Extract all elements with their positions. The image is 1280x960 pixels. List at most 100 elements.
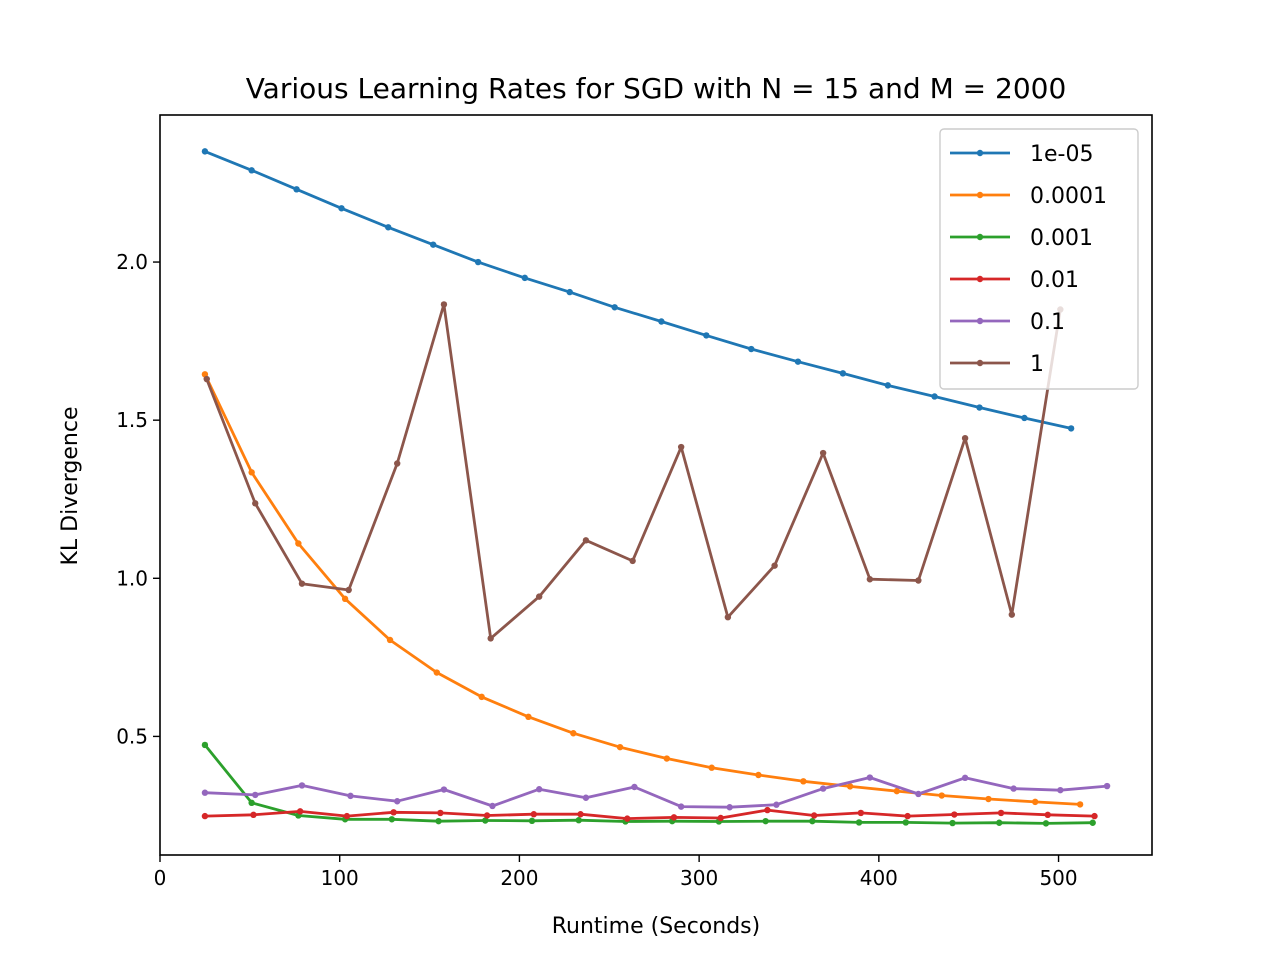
legend-marker	[976, 233, 984, 241]
data-point	[951, 811, 958, 818]
data-point	[976, 404, 983, 411]
data-point	[433, 669, 440, 676]
data-point	[726, 804, 733, 811]
legend-label: 0.1	[1030, 310, 1065, 335]
data-point	[298, 580, 306, 587]
series-4	[201, 774, 1111, 811]
series-0	[201, 148, 1075, 432]
legend-label: 0.01	[1030, 268, 1079, 293]
data-point	[296, 808, 304, 815]
data-point	[708, 764, 715, 771]
data-point	[663, 755, 670, 762]
data-point	[525, 713, 532, 721]
data-point	[677, 443, 685, 451]
data-point	[1089, 819, 1096, 826]
data-point	[487, 635, 494, 642]
data-point	[658, 318, 665, 325]
series-line	[203, 373, 1081, 806]
data-point	[938, 792, 945, 799]
data-point	[996, 819, 1003, 826]
data-point	[388, 816, 396, 823]
data-point	[748, 345, 755, 353]
data-point	[345, 586, 352, 594]
data-point	[809, 817, 816, 825]
data-point	[1067, 425, 1075, 432]
data-point	[582, 794, 590, 801]
legend-marker	[976, 275, 984, 283]
data-point	[250, 811, 257, 819]
x-tick-label: 200	[500, 866, 538, 890]
data-point	[631, 783, 638, 791]
legend-marker	[976, 359, 984, 367]
data-point	[582, 537, 590, 544]
y-axis-label: KL Divergence	[58, 406, 83, 565]
y-tick-label: 1.5	[116, 408, 148, 432]
data-point	[764, 806, 771, 814]
data-point	[629, 557, 636, 565]
data-point	[521, 274, 529, 282]
legend-item: 0.01	[950, 268, 1079, 293]
x-tick-label: 500	[1039, 866, 1077, 890]
data-point	[489, 802, 496, 810]
data-point	[1044, 811, 1051, 819]
data-point	[677, 803, 685, 810]
legend-label: 0.0001	[1030, 184, 1107, 209]
data-point	[252, 791, 259, 799]
x-tick-label: 300	[680, 866, 718, 890]
series-line	[203, 744, 1093, 825]
data-point	[577, 811, 584, 818]
data-point	[1031, 798, 1039, 806]
plot-frame	[159, 114, 1153, 856]
data-point	[570, 730, 577, 737]
data-point	[566, 288, 573, 296]
data-point	[575, 817, 582, 824]
data-point	[201, 789, 209, 796]
data-point	[1010, 785, 1017, 792]
data-point	[385, 224, 392, 231]
data-point	[703, 332, 710, 339]
data-point	[248, 469, 255, 476]
data-point	[429, 241, 437, 248]
data-point	[248, 799, 255, 807]
legend-marker	[976, 149, 984, 157]
legend-label: 1	[1030, 352, 1044, 377]
data-point	[931, 393, 938, 400]
data-point	[902, 819, 909, 826]
data-point	[482, 817, 489, 824]
x-tick-label: 0	[154, 866, 167, 890]
data-point	[440, 301, 448, 308]
data-point	[394, 798, 401, 805]
data-point	[810, 812, 818, 819]
y-tick-label: 0.5	[116, 724, 148, 748]
data-point	[839, 370, 847, 377]
data-point	[866, 576, 874, 583]
legend-item: 0.0001	[950, 184, 1107, 209]
data-point	[1076, 801, 1084, 808]
data-point	[293, 186, 300, 193]
data-point	[1042, 820, 1050, 827]
data-point	[855, 819, 863, 826]
data-point	[961, 434, 969, 442]
data-point	[530, 811, 537, 818]
data-point	[528, 817, 536, 825]
chart-title: Various Learning Rates for SGD with N = …	[246, 72, 1067, 105]
series-3	[201, 806, 1098, 822]
data-point	[394, 460, 401, 467]
data-point	[670, 814, 678, 821]
data-point	[904, 812, 911, 820]
data-point	[1103, 782, 1111, 790]
data-point	[440, 786, 448, 793]
data-point	[773, 801, 780, 808]
data-point	[616, 743, 624, 751]
data-point	[390, 809, 397, 816]
data-point	[819, 785, 827, 792]
data-point	[203, 375, 210, 383]
series-2	[201, 741, 1096, 827]
data-point	[866, 774, 874, 781]
data-point	[201, 812, 209, 820]
data-point	[1008, 611, 1016, 618]
data-point	[535, 593, 543, 600]
data-point	[846, 783, 854, 790]
legend-item: 0.001	[950, 226, 1093, 251]
